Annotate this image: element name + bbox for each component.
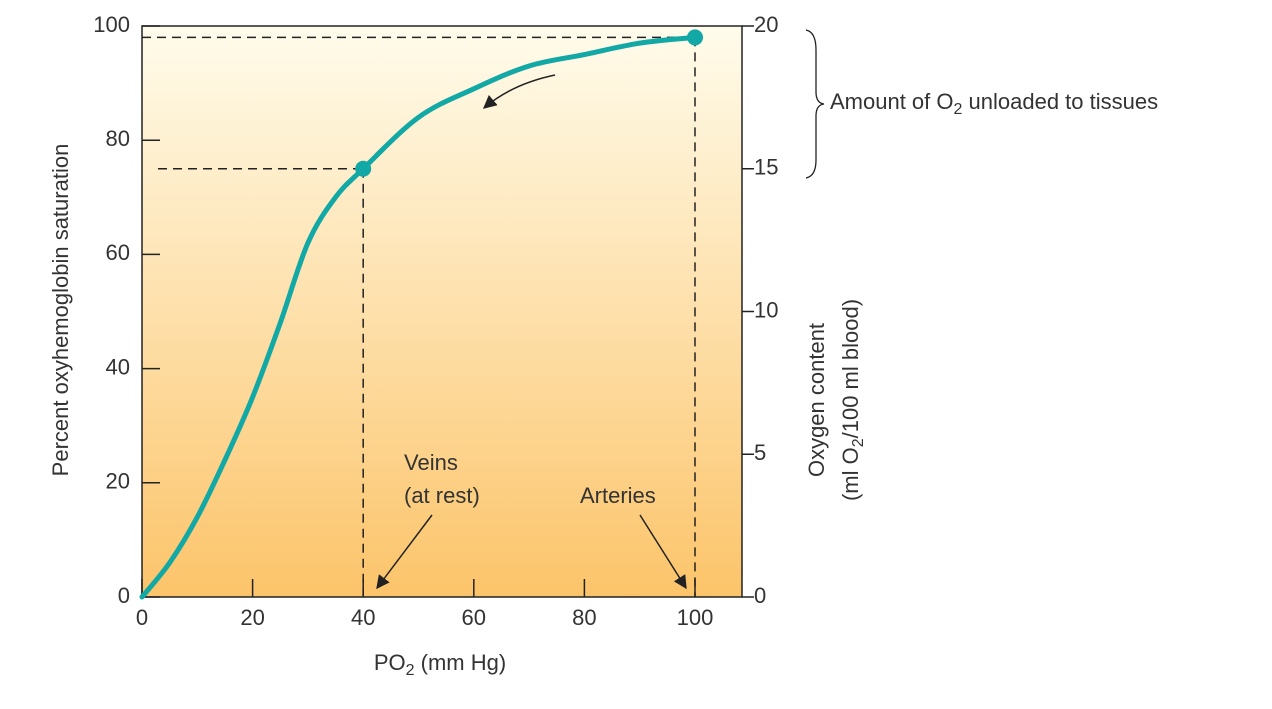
point [686,29,703,46]
annotation: Arteries [580,483,656,508]
veins-arrow [376,514,433,590]
label-part: /100 ml blood) [838,299,863,438]
y-tick-label: 60 [106,240,130,265]
y-tick-label: 80 [106,126,130,151]
annotation-part: Amount of O [830,89,954,114]
annotation-part: unloaded to tissues [962,89,1158,114]
label-part: (mm Hg) [415,650,507,675]
brace [805,29,825,179]
y-axis-label: Percent oxyhemoglobin saturation [48,144,73,477]
label-part: (ml O [838,447,863,501]
y-tick-label: 40 [106,354,130,379]
annotation: Amount of O2 unloaded to tissues [830,89,1158,118]
x-tick-label: 0 [136,605,148,630]
annotation: (at rest) [404,483,480,508]
annotation: Veins [404,450,458,475]
x-tick-label: 80 [572,605,596,630]
x-tick-label: 60 [462,605,486,630]
label-part: 2 [850,438,867,447]
y-tick-label: 20 [106,469,130,494]
x-axis-label: PO2 (mm Hg) [374,650,506,679]
x-tick-label: 20 [240,605,264,630]
y2-tick-label: 5 [754,440,766,465]
point [355,160,372,177]
x-tick-label: 40 [351,605,375,630]
y2-axis-label: (ml O2/100 ml blood) [838,299,867,501]
y2-axis-label: Oxygen content [804,323,829,477]
annotation-part: 2 [954,101,963,118]
y-tick-label: 0 [118,583,130,608]
curve-arrow [482,74,556,109]
plot-area [141,25,743,598]
arteries-arrow [639,514,687,590]
label-part: PO [374,650,406,675]
y-tick-label: 100 [93,12,130,37]
y2-tick-label: 15 [754,155,778,180]
x-tick-label: 100 [677,605,714,630]
y2-tick-label: 0 [754,583,766,608]
label-part: 2 [406,662,415,679]
curve [139,34,698,600]
y2-tick-label: 10 [754,297,778,322]
y2-tick-label: 20 [754,12,778,37]
